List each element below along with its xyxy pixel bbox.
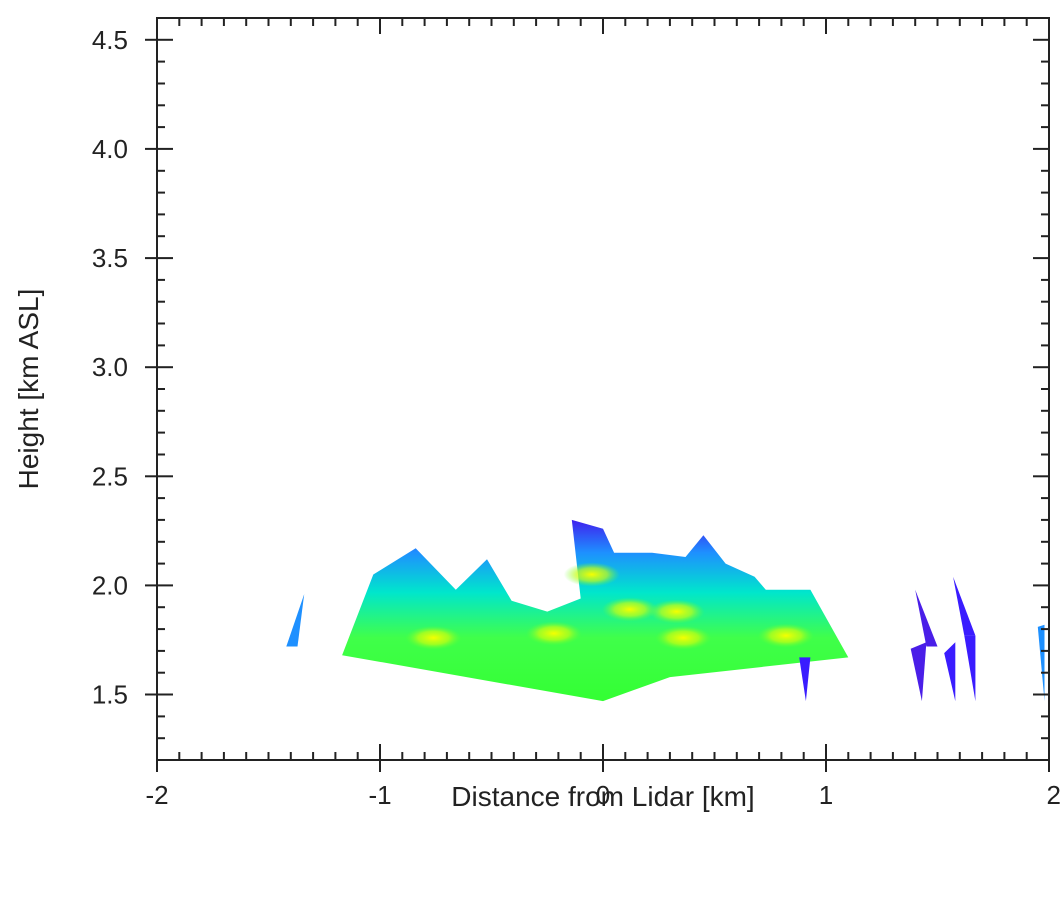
scan-region-right-outer-gate-2 [915, 589, 938, 647]
scan-region-main-sector [342, 519, 849, 702]
x-tick-label: 2 [1047, 780, 1061, 810]
x-tick-label: -2 [145, 780, 168, 810]
scan-region-edge-gate [1037, 624, 1045, 702]
highlight-cell-2 [601, 597, 658, 622]
y-tick-label: 3.5 [92, 243, 128, 273]
x-tick-label: -1 [368, 780, 391, 810]
highlight-cell-5 [405, 625, 462, 650]
y-axis-tick-labels: 1.5 2.0 2.5 3.0 3.5 4.0 4.5 [92, 25, 128, 710]
highlight-cell-7 [563, 562, 620, 587]
y-tick-label: 2.5 [92, 461, 128, 491]
scan-region-left-outer-gate [286, 594, 305, 647]
y-tick-label: 1.5 [92, 680, 128, 710]
highlight-cell-6 [757, 623, 814, 648]
y-tick-label: 4.5 [92, 25, 128, 55]
axis-ticks [145, 17, 1050, 772]
y-tick-label: 3.0 [92, 352, 128, 382]
highlight-cell-1 [525, 621, 582, 646]
highlight-cell-4 [648, 599, 705, 624]
x-tick-label: 0 [596, 780, 610, 810]
scan-region-right-outer-gate-4 [953, 576, 976, 636]
scan-region-right-outer-gate-6 [964, 635, 976, 702]
x-axis-title: Distance from Lidar [km] [451, 781, 754, 812]
x-axis-tick-labels: -2 -1 0 1 2 [145, 780, 1061, 810]
y-tick-label: 4.0 [92, 134, 128, 164]
highlight-cell-3 [655, 625, 712, 650]
scan-region-right-outer-gate-5 [944, 642, 956, 702]
y-tick-label: 2.0 [92, 570, 128, 600]
scan-region-right-outer-gate-1 [799, 657, 811, 702]
plot-area [286, 519, 1045, 702]
scan-region-right-outer-gate-3 [910, 642, 927, 702]
y-axis-title: Height [km ASL] [13, 289, 44, 490]
x-tick-label: 1 [819, 780, 833, 810]
